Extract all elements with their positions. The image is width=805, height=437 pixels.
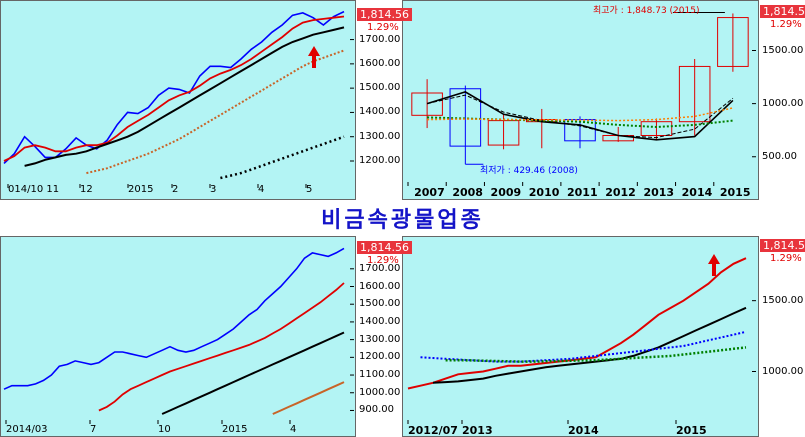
ytick-label: 1100.00 xyxy=(359,369,401,381)
xtick-label: 10 xyxy=(158,424,171,435)
series-line xyxy=(427,116,734,129)
series-line xyxy=(3,247,345,390)
yearly-change: 1.29% xyxy=(770,19,802,30)
ytick-label: 1700.00 xyxy=(359,262,401,274)
candle-body xyxy=(640,121,673,136)
ytick-label: 1300.00 xyxy=(359,130,401,142)
daily-change: 1.29% xyxy=(367,22,399,33)
year-label: 2009 xyxy=(490,186,522,199)
series-line xyxy=(445,346,747,363)
weekly-price-axis xyxy=(355,236,402,437)
series-line xyxy=(98,282,345,412)
series-line xyxy=(86,49,345,175)
series-line xyxy=(24,26,345,167)
ytick-label: 1300.00 xyxy=(359,333,401,345)
ytick-label: 1400.00 xyxy=(359,315,401,327)
series-line xyxy=(272,381,345,415)
xtick-label: 2015 xyxy=(676,424,707,437)
candle-body xyxy=(411,92,443,116)
ytick-label: 1500.00 xyxy=(762,294,804,306)
ytick-label: 1200.00 xyxy=(359,155,401,166)
xtick-label: 2012/07 xyxy=(408,424,458,437)
ytick-label: 1000.00 xyxy=(359,386,401,398)
series-line xyxy=(3,15,345,162)
ytick-label: 1200.00 xyxy=(359,351,401,363)
year-label: 2011 xyxy=(567,186,598,199)
xtick-label: 2014 xyxy=(568,424,599,437)
ytick-label: 500.00 xyxy=(762,150,797,162)
series-line xyxy=(427,107,734,122)
series-line xyxy=(432,306,747,384)
year-label: 2013 xyxy=(643,186,675,199)
ytick-label: 1000.00 xyxy=(762,97,804,109)
sector-title: 비금속광물업종 xyxy=(321,207,484,233)
high-price-note: 최고가 : 1,848.73 (2015) xyxy=(593,6,700,16)
daily-chart-panel[interactable] xyxy=(0,0,356,200)
series-line xyxy=(426,91,734,141)
ytick-label: 1400.00 xyxy=(359,106,401,118)
ytick-label: 1500.00 xyxy=(359,298,401,310)
xtick-label: 2014/03 xyxy=(6,424,48,435)
series-line xyxy=(161,331,345,415)
xtick-label: 2 xyxy=(172,184,179,195)
candle-body xyxy=(717,17,749,67)
low-price-note: 최저가 : 429.46 (2008) xyxy=(480,166,578,176)
xtick-label: 2015 xyxy=(222,424,248,435)
weekly-change: 1.29% xyxy=(367,255,399,266)
monthly-price-tag: 1,814.56 xyxy=(760,239,805,252)
daily-price-tag: 1,814.56 xyxy=(357,8,412,21)
series-line xyxy=(407,257,747,390)
series-line xyxy=(220,135,345,180)
year-label: 2010 xyxy=(528,186,560,199)
candle-body xyxy=(487,120,520,146)
candle-body xyxy=(678,65,711,123)
xtick-label: 2015 xyxy=(128,184,154,195)
yearly-price-tag: 1,814.56 xyxy=(760,5,805,18)
buy-arrow xyxy=(308,46,320,68)
year-label: 2015 xyxy=(719,186,751,199)
daily-price-axis xyxy=(355,0,402,200)
ytick-label: 1500.00 xyxy=(762,44,804,56)
xtick-label: 4 xyxy=(258,184,265,195)
xtick-label: 3 xyxy=(210,184,217,195)
year-label: 2014 xyxy=(681,186,713,199)
series-line xyxy=(420,330,747,363)
xtick-label: 5 xyxy=(306,184,313,195)
series-line xyxy=(3,10,345,164)
yearly-price-axis xyxy=(758,0,805,200)
xtick-label: 4 xyxy=(290,424,297,435)
ytick-label: 1600.00 xyxy=(359,280,401,292)
ytick-label: 1000.00 xyxy=(762,365,804,377)
yearly-chart-panel[interactable] xyxy=(402,0,759,200)
year-label: 2007 xyxy=(414,186,445,199)
year-label: 2008 xyxy=(452,186,483,199)
xtick-label: 12 xyxy=(80,184,93,195)
xtick-label: 7 xyxy=(90,424,97,435)
ytick-label: 1600.00 xyxy=(359,57,401,69)
ytick-label: 1500.00 xyxy=(359,82,401,94)
xtick-label: 2013 xyxy=(462,424,493,437)
series-line xyxy=(426,94,734,139)
ytick-label: 900.00 xyxy=(359,404,394,416)
candle-body xyxy=(449,88,482,147)
ytick-label: 1700.00 xyxy=(359,33,401,45)
monthly-price-axis xyxy=(758,236,805,437)
xtick-label: 014/10 11 xyxy=(8,184,60,195)
buy-arrow xyxy=(708,254,720,276)
monthly-change: 1.29% xyxy=(770,253,802,264)
weekly-price-tag: 1,814.56 xyxy=(357,241,412,254)
year-label: 2012 xyxy=(605,186,636,199)
